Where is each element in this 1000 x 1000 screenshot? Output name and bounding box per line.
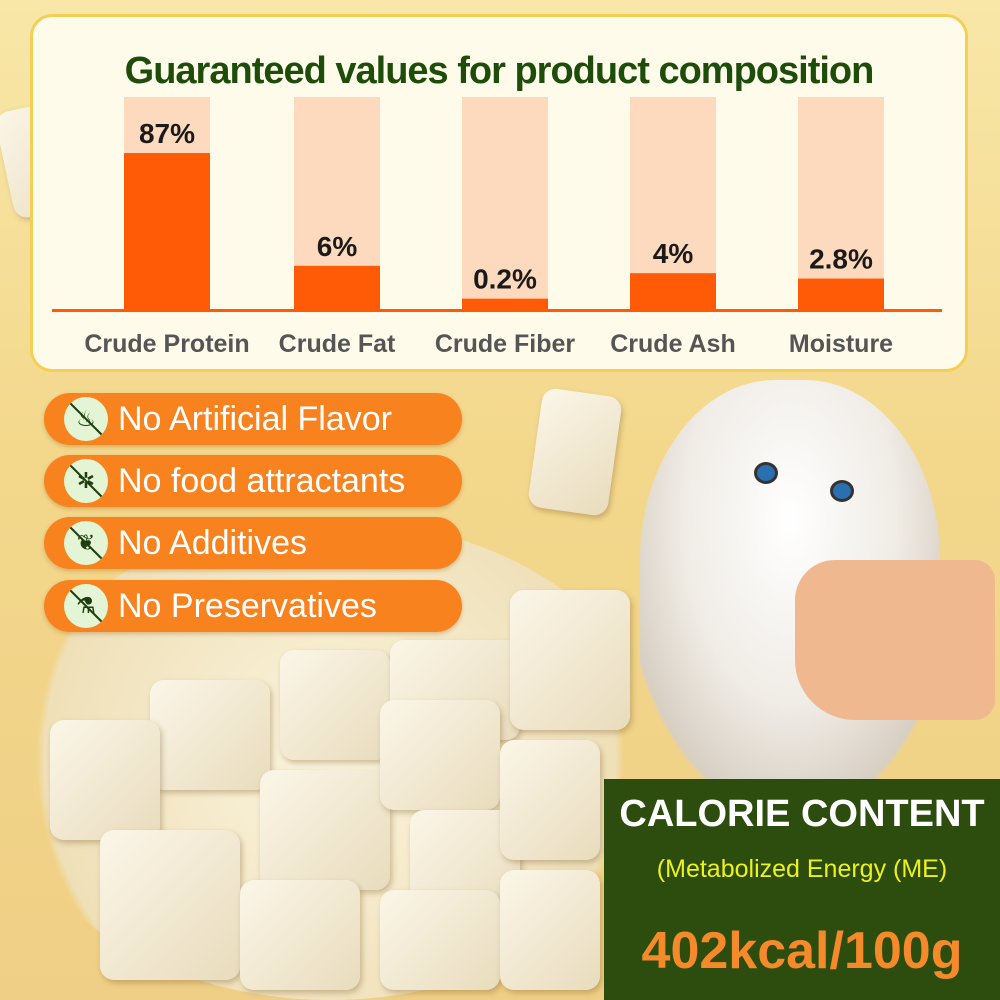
feature-no-additives: ❦ No Additives xyxy=(44,517,462,569)
data-label: 2.8% xyxy=(809,244,873,275)
feature-no-artificial-flavor: ♨ No Artificial Flavor xyxy=(44,393,462,445)
bar-crude-protein xyxy=(124,153,210,309)
calorie-subheading: (Metabolized Energy (ME) xyxy=(656,855,948,883)
feature-label: No Additives xyxy=(118,523,307,562)
cat-eye xyxy=(754,462,778,484)
hand-image xyxy=(795,560,995,720)
food-cube xyxy=(260,770,390,890)
data-label: 6% xyxy=(317,231,358,262)
calorie-heading: CALORIE CONTENT xyxy=(619,793,985,835)
feature-no-preservatives: ⚗ No Preservatives xyxy=(44,580,462,632)
bar-crude-ash xyxy=(630,273,716,309)
food-cube xyxy=(150,680,270,790)
food-cube xyxy=(500,740,600,860)
feature-label: No Artificial Flavor xyxy=(118,399,392,438)
chart-title: Guaranteed values for product compositio… xyxy=(124,50,875,92)
calorie-content-box: CALORIE CONTENT (Metabolized Energy (ME)… xyxy=(604,779,1000,1000)
calorie-value: 402kcal/100g xyxy=(641,922,963,980)
feature-label: No Preservatives xyxy=(118,586,377,625)
category-label: Crude Protein xyxy=(84,330,249,358)
category-label: Crude Ash xyxy=(610,330,735,358)
bar-track xyxy=(462,97,548,309)
food-cube xyxy=(50,720,160,840)
no-smell-icon: ♨ xyxy=(64,397,108,441)
composition-bar-chart: 87% Crude Protein 6% Crude Fat 0.2% Crude Fib… xyxy=(52,97,942,358)
data-label: 87% xyxy=(139,118,195,149)
food-cube xyxy=(380,890,500,990)
category-label: Crude Fiber xyxy=(435,330,576,358)
data-label: 0.2% xyxy=(473,264,537,295)
baseline xyxy=(52,309,942,312)
food-cube xyxy=(510,590,630,730)
bar-crude-fiber xyxy=(462,298,548,309)
bar-track xyxy=(798,97,884,309)
no-additives-icon: ❦ xyxy=(64,521,108,565)
feature-no-food-attractants: ✲ No food attractants xyxy=(44,455,462,507)
food-cube xyxy=(100,830,240,980)
category-label: Crude Fat xyxy=(279,330,396,358)
category-label: Moisture xyxy=(789,330,893,358)
no-chemical-flask-icon: ⚗ xyxy=(64,584,108,628)
food-cube xyxy=(240,880,360,990)
cat-eye xyxy=(830,480,854,502)
food-cube xyxy=(280,650,390,760)
food-cube xyxy=(500,870,600,990)
bar-moisture xyxy=(798,278,884,309)
food-cube xyxy=(380,700,500,810)
food-piece-image xyxy=(527,387,623,517)
feature-label: No food attractants xyxy=(118,461,406,500)
data-label: 4% xyxy=(653,238,694,269)
no-attractant-icon: ✲ xyxy=(64,459,108,503)
bar-crude-fat xyxy=(294,265,380,309)
